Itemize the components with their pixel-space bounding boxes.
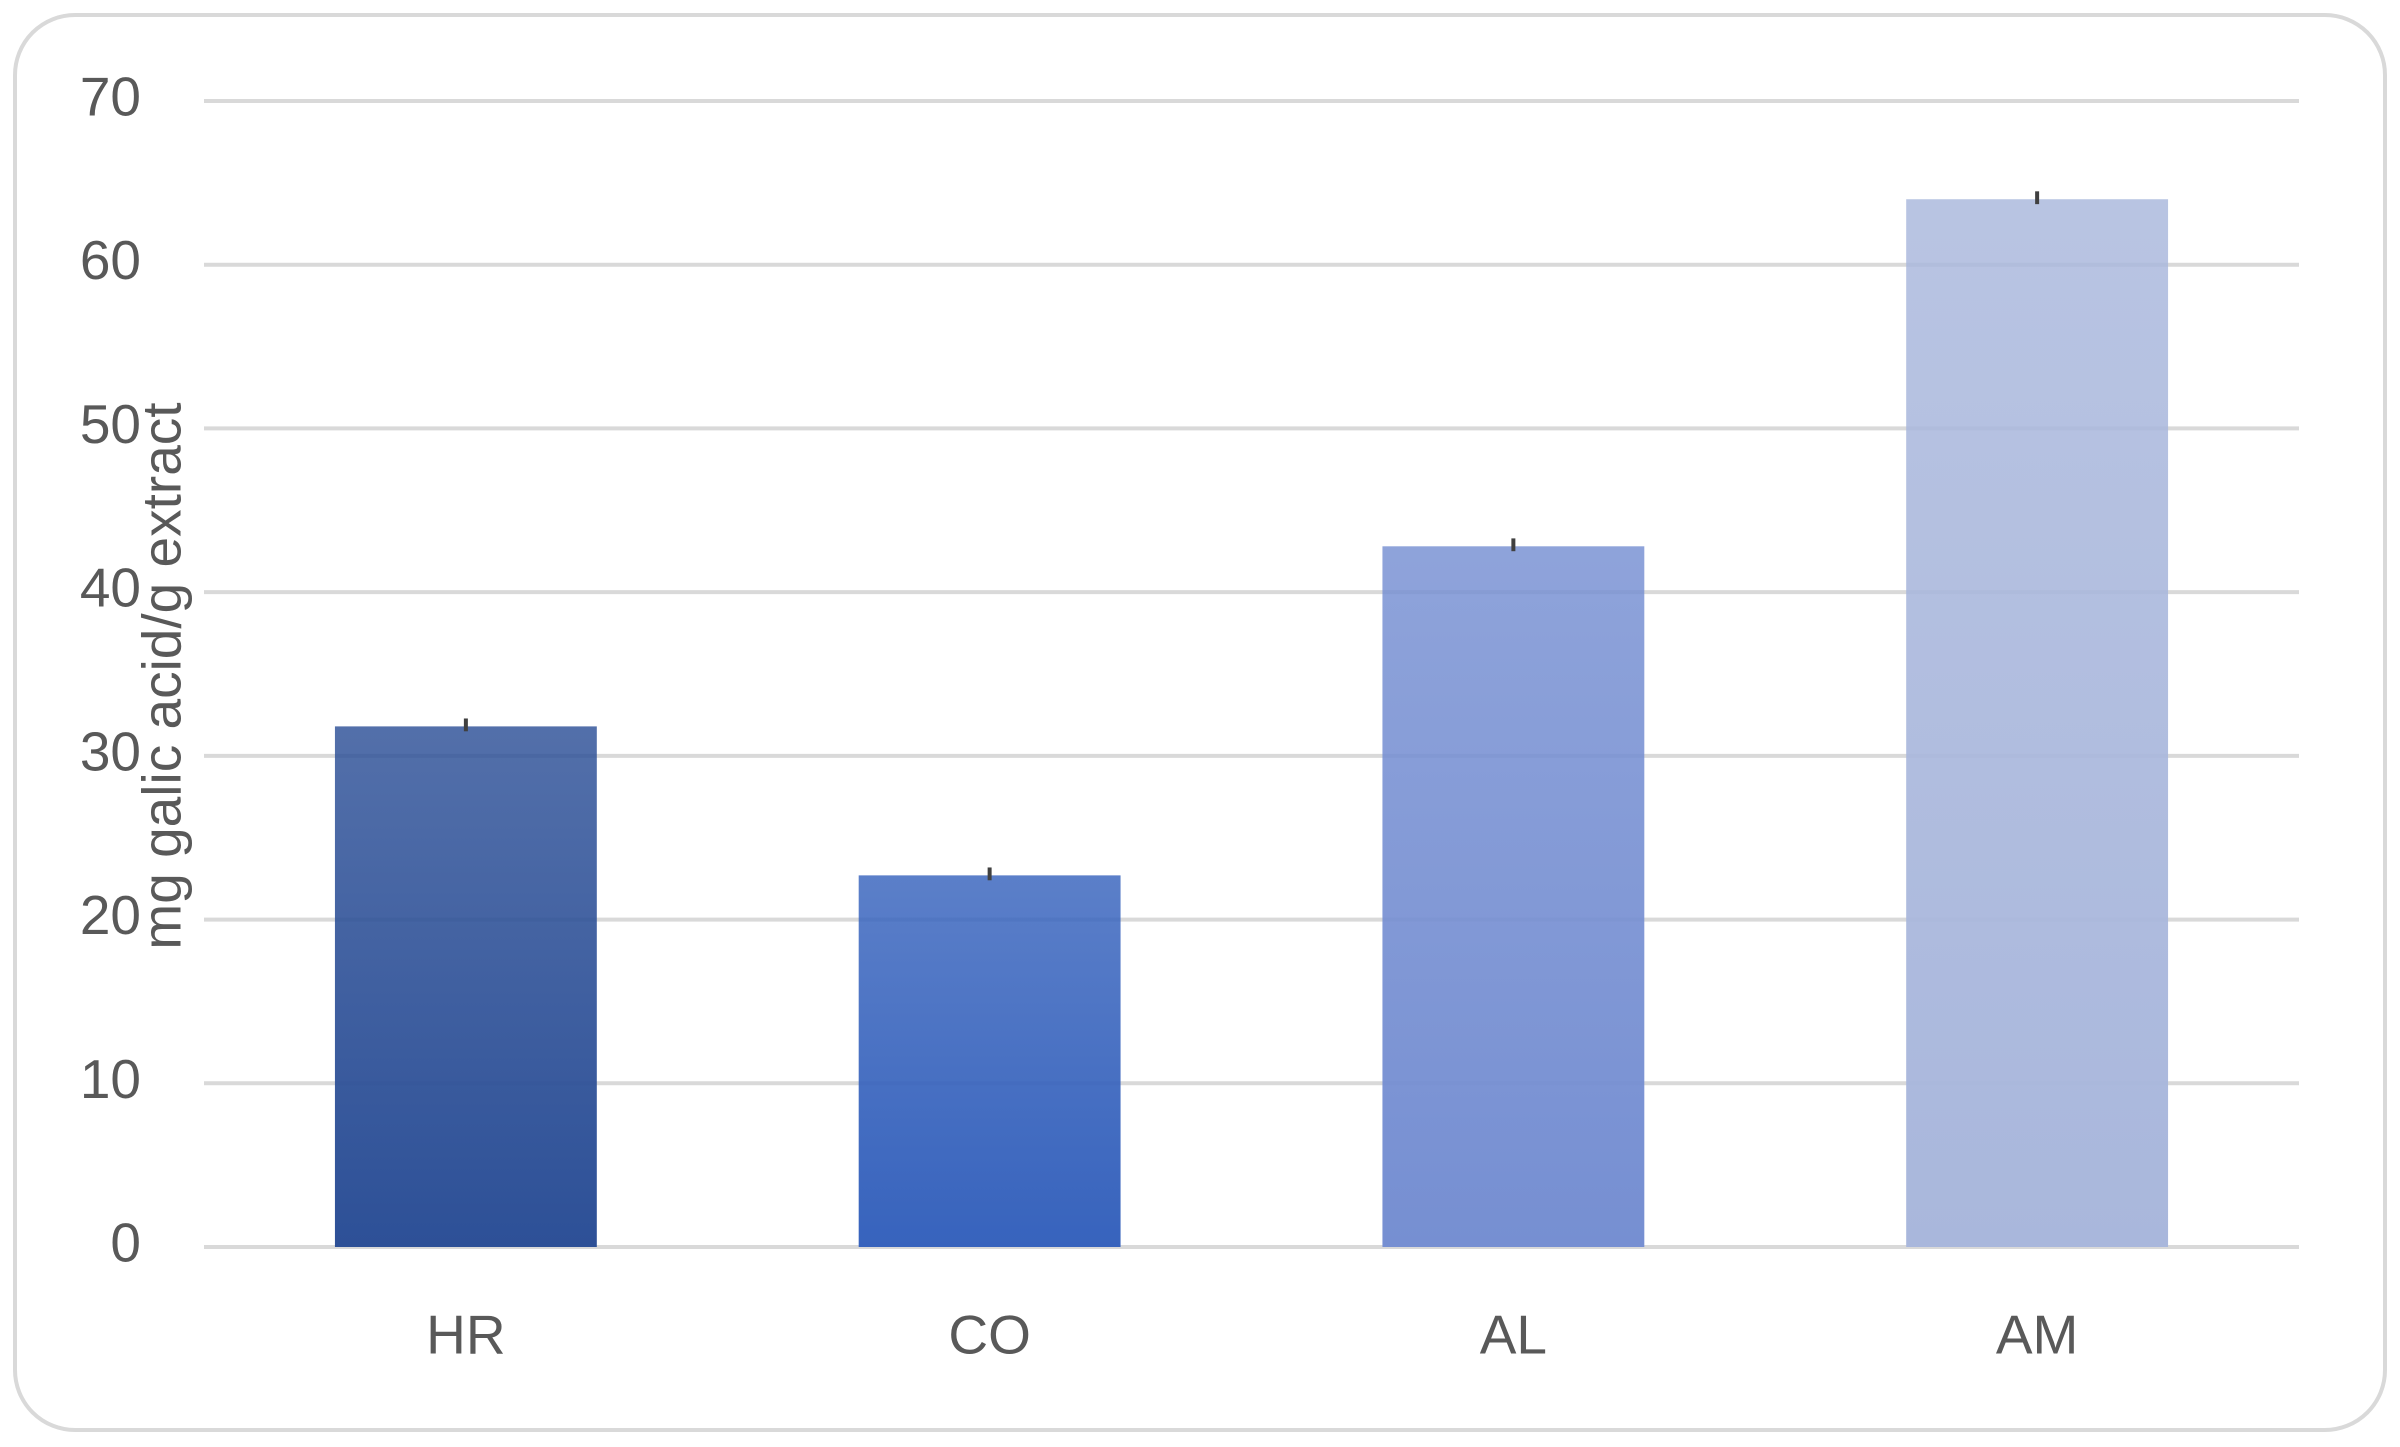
bar [1906, 199, 2169, 1248]
y-tick-label: 20 [80, 884, 141, 946]
y-axis-title: mg galic acid/g extract [131, 402, 193, 949]
x-tick-label: AM [1996, 1304, 2079, 1366]
x-tick-label: AL [1480, 1304, 1547, 1366]
bar [1382, 546, 1645, 1247]
bar [334, 726, 597, 1247]
y-tick-label: 0 [110, 1212, 141, 1274]
y-tick-label: 70 [80, 66, 141, 128]
y-tick-label: 60 [80, 229, 141, 291]
y-tick-label: 10 [80, 1048, 141, 1110]
chart-border [13, 13, 2387, 1432]
x-tick-label: CO [948, 1304, 1031, 1366]
bar [858, 875, 1121, 1247]
y-tick-label: 40 [80, 557, 141, 619]
y-tick-label: 50 [80, 393, 141, 455]
y-tick-label: 30 [80, 720, 141, 782]
x-tick-label: HR [426, 1304, 505, 1366]
